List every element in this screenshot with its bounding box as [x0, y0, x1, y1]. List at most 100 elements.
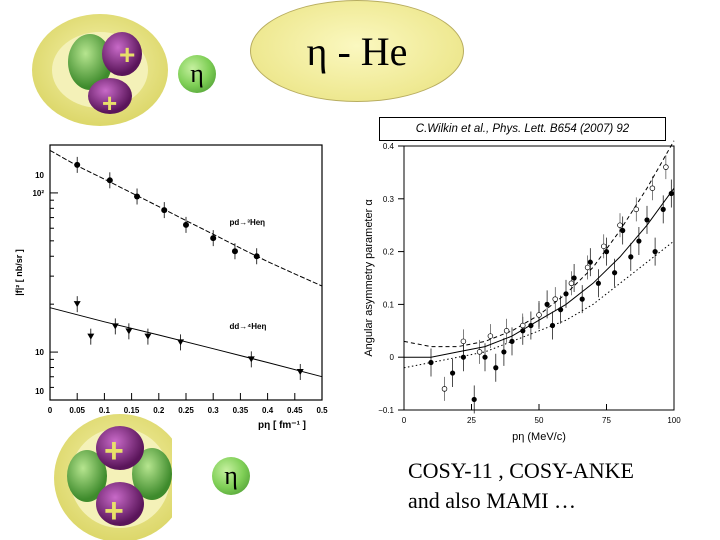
series-label: pd→³Heη: [230, 218, 266, 227]
y-tick-label: 10: [35, 171, 44, 180]
data-point: [552, 296, 558, 302]
x-tick-label: 0.25: [178, 406, 194, 415]
data-point: [183, 221, 189, 228]
data-point: [87, 333, 95, 340]
eta-meson-ball: η: [212, 457, 250, 495]
svg-text:+: +: [102, 88, 117, 118]
data-point: [210, 235, 217, 242]
data-point: [144, 333, 152, 340]
data-point: [633, 206, 639, 213]
x-axis-label: pη (MeV/c): [512, 431, 566, 443]
data-point: [587, 259, 593, 265]
data-point: [450, 370, 456, 376]
neutron-sphere: [68, 34, 112, 90]
data-point: [601, 243, 607, 250]
data-point: [603, 249, 610, 255]
data-point: [296, 368, 304, 375]
caption-line-2: and also MAMI …: [408, 488, 577, 513]
data-point: [584, 264, 591, 271]
fit-curve: [49, 149, 323, 287]
data-point: [520, 322, 526, 329]
data-point: [501, 349, 507, 355]
x-tick-label: 0.15: [124, 406, 140, 415]
eta-symbol: η: [190, 59, 204, 88]
x-tick-label: 0.45: [287, 406, 303, 415]
series-label: dd→⁴Heη: [230, 322, 267, 331]
plot-frame: [49, 144, 323, 401]
title-oval: η - He: [250, 0, 464, 102]
data-point: [536, 312, 542, 318]
citation-text: C.Wilkin et al., Phys. Lett. B654 (2007)…: [415, 123, 630, 135]
data-point: [636, 238, 642, 244]
data-point: [503, 328, 510, 334]
data-point: [476, 349, 483, 355]
data-point: [663, 164, 669, 170]
x-tick-label: 0.3: [208, 406, 220, 415]
y-tick-label: 0.4: [383, 142, 395, 151]
y-tick-label: 10²: [32, 189, 44, 198]
data-point: [644, 217, 650, 223]
eta-symbol: η: [224, 461, 238, 490]
x-tick-label: 0.2: [153, 406, 165, 415]
fit-curve: [403, 240, 675, 369]
data-point: [253, 253, 260, 260]
x-tick-label: 0.5: [316, 406, 328, 415]
svg-text:+: +: [119, 39, 135, 70]
y-tick-label: 0.2: [383, 248, 395, 257]
data-point: [612, 270, 618, 276]
data-point: [595, 280, 601, 286]
data-point: [568, 280, 575, 287]
data-point: [74, 161, 81, 168]
data-point: [134, 193, 141, 200]
x-tick-label: 0.05: [69, 406, 85, 415]
data-point: [460, 338, 467, 345]
slide-title: η - He: [306, 28, 408, 74]
data-point: [660, 206, 666, 212]
data-point: [549, 322, 556, 329]
data-point: [161, 207, 168, 214]
data-point: [563, 291, 569, 297]
data-point: [428, 359, 434, 366]
data-point: [509, 338, 515, 344]
data-point: [106, 177, 113, 184]
data-point: [528, 322, 534, 329]
eta-meson-ball: η: [178, 55, 216, 93]
y-tick-label: −0.1: [378, 406, 394, 415]
data-point: [482, 354, 488, 360]
data-point: [125, 328, 133, 335]
data-point: [177, 339, 185, 346]
data-point: [471, 396, 477, 403]
data-point: [620, 227, 626, 234]
proton-sphere: [96, 482, 144, 526]
plot-frame: [403, 145, 675, 411]
y-tick-label: 0.1: [383, 300, 395, 309]
neutron-sphere: [67, 450, 107, 502]
neutron-sphere: [132, 448, 172, 500]
data-point: [668, 190, 674, 197]
data-point: [441, 386, 448, 392]
x-axis-label: pη [ fm⁻¹ ]: [258, 420, 306, 430]
data-point: [617, 222, 623, 228]
data-point: [544, 301, 550, 307]
data-point: [460, 354, 466, 360]
x-tick-label: 25: [467, 416, 476, 425]
helium3-nucleus-graphic: + +: [32, 14, 168, 126]
x-tick-label: 0: [402, 416, 407, 425]
right-chart-asymmetry: 0 25 50 75 100 −0.1 0 0.1 0.2 0.3 0.4 Angular asymm…: [363, 140, 681, 443]
data-point: [73, 301, 81, 308]
data-point: [247, 356, 255, 363]
x-tick-label: 0.35: [233, 406, 249, 415]
data-point: [649, 185, 656, 191]
data-point: [579, 296, 585, 302]
data-point: [558, 307, 564, 313]
y-axis-label: Angular asymmetry parameter α: [363, 199, 375, 357]
x-tick-label: 100: [667, 416, 681, 425]
y-tick-label: 0.3: [383, 195, 395, 204]
x-tick-label: 75: [602, 416, 611, 425]
data-point: [231, 248, 238, 255]
y-tick-label: 0: [390, 353, 395, 362]
x-tick-label: 0.1: [99, 406, 111, 415]
left-chart-f-squared: 0 0.05 0.1 0.15 0.2 0.25 0.3 0.35 0.4 0.45 0.5 10² 1…: [14, 144, 328, 430]
y-axis-label: |f|² [ nb/sr ]: [14, 249, 24, 296]
helium4-nucleus-graphic: + +: [54, 414, 172, 540]
